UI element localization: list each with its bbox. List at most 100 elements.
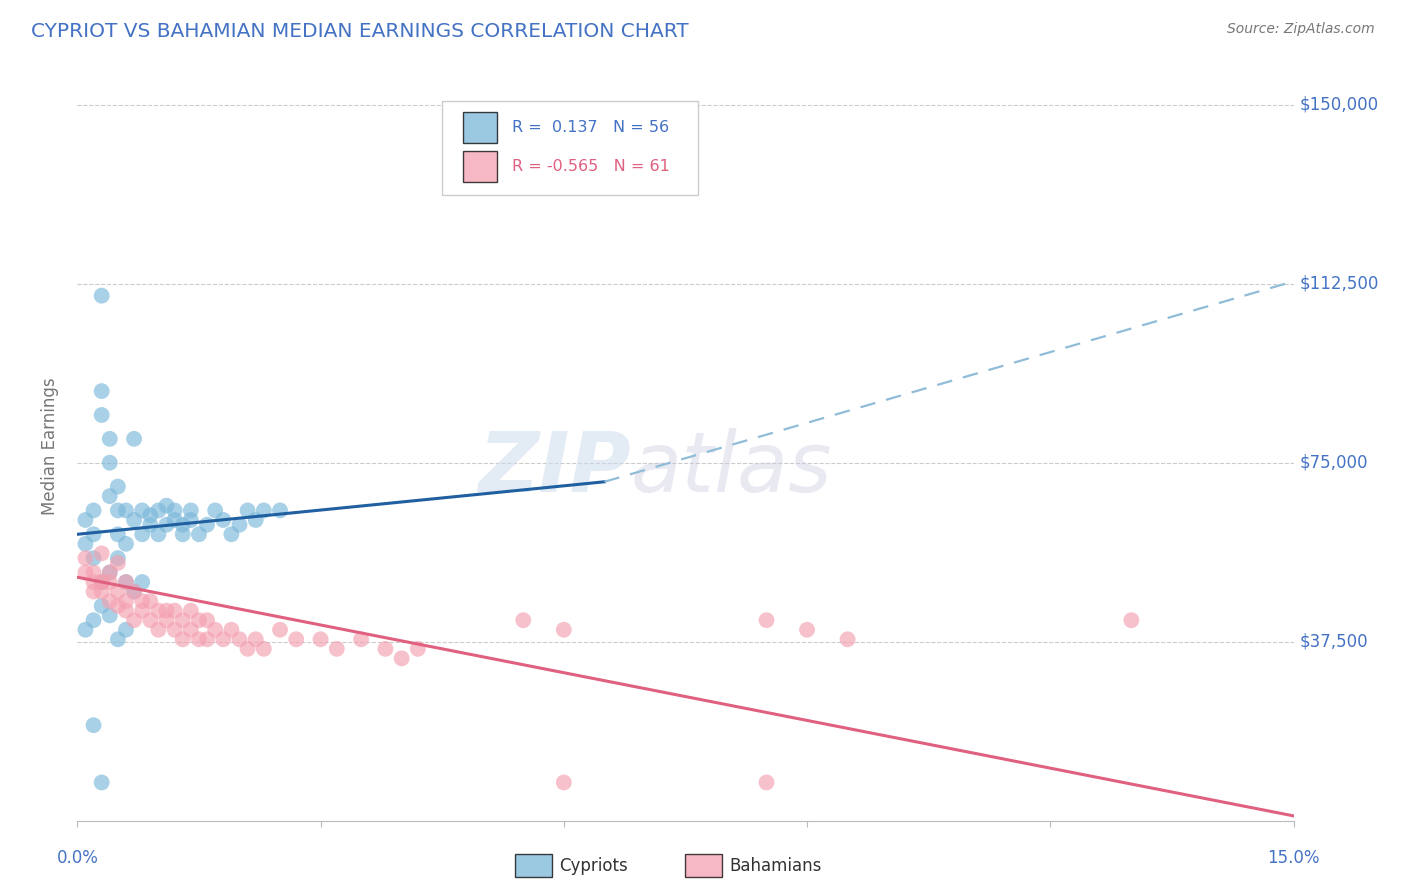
Text: $150,000: $150,000 <box>1299 95 1379 114</box>
Point <box>75 551 97 566</box>
Point <box>90 574 112 589</box>
Point <box>90 599 112 613</box>
FancyBboxPatch shape <box>686 855 721 877</box>
Point <box>107 599 129 613</box>
Point <box>90 574 112 589</box>
Point <box>107 503 129 517</box>
Point <box>221 527 243 541</box>
Point <box>253 503 276 517</box>
Point <box>75 537 97 551</box>
Text: R =  0.137   N = 56: R = 0.137 N = 56 <box>512 120 669 135</box>
Point <box>155 499 177 513</box>
Point <box>155 613 177 627</box>
Point <box>115 537 138 551</box>
Point <box>131 604 153 618</box>
FancyBboxPatch shape <box>463 112 496 144</box>
Point <box>98 608 121 623</box>
Point <box>115 604 138 618</box>
Point <box>98 574 121 589</box>
Point <box>139 594 162 608</box>
Point <box>98 489 121 503</box>
Point <box>83 613 105 627</box>
FancyBboxPatch shape <box>463 151 496 182</box>
Text: $75,000: $75,000 <box>1299 454 1368 472</box>
Point <box>228 632 250 647</box>
Point <box>83 551 105 566</box>
Point <box>269 623 291 637</box>
Point <box>155 604 177 618</box>
Point <box>107 551 129 566</box>
Point <box>98 566 121 580</box>
Point <box>188 613 211 627</box>
Point <box>326 641 349 656</box>
Point <box>75 623 97 637</box>
Point <box>148 604 170 618</box>
Point <box>180 623 202 637</box>
Point <box>553 775 575 789</box>
Point <box>98 594 121 608</box>
Point <box>122 584 145 599</box>
Point <box>253 641 276 656</box>
Point <box>122 584 145 599</box>
Point <box>172 613 194 627</box>
Point <box>148 623 170 637</box>
Point <box>107 479 129 493</box>
Text: atlas: atlas <box>631 428 832 509</box>
Point <box>155 517 177 532</box>
FancyBboxPatch shape <box>441 102 697 195</box>
Point <box>139 508 162 523</box>
Point <box>204 623 226 637</box>
Point <box>163 604 186 618</box>
Point <box>115 503 138 517</box>
Text: Cypriots: Cypriots <box>560 856 627 874</box>
Point <box>391 651 413 665</box>
Point <box>236 641 259 656</box>
Point <box>163 503 186 517</box>
Point <box>512 613 534 627</box>
Text: ZIP: ZIP <box>478 428 631 509</box>
Text: $112,500: $112,500 <box>1299 275 1379 293</box>
Point <box>285 632 308 647</box>
Text: 15.0%: 15.0% <box>1267 849 1320 867</box>
Point <box>90 584 112 599</box>
Point <box>98 566 121 580</box>
Point <box>172 517 194 532</box>
Point <box>107 527 129 541</box>
Point <box>115 594 138 608</box>
Point <box>245 632 267 647</box>
Point <box>148 503 170 517</box>
Point <box>163 623 186 637</box>
Point <box>148 527 170 541</box>
Point <box>107 632 129 647</box>
Point <box>83 718 105 732</box>
Point <box>107 556 129 570</box>
Y-axis label: Median Earnings: Median Earnings <box>41 377 59 515</box>
Point <box>131 594 153 608</box>
Point <box>180 513 202 527</box>
Point <box>1121 613 1143 627</box>
Point <box>139 517 162 532</box>
Point <box>115 574 138 589</box>
Point <box>122 613 145 627</box>
Text: Source: ZipAtlas.com: Source: ZipAtlas.com <box>1227 22 1375 37</box>
Point <box>90 288 112 302</box>
Point <box>90 546 112 560</box>
Point <box>245 513 267 527</box>
Point <box>83 503 105 517</box>
Point <box>83 584 105 599</box>
Point <box>172 527 194 541</box>
Point <box>90 384 112 398</box>
Point <box>269 503 291 517</box>
Point <box>212 632 235 647</box>
Point <box>195 613 218 627</box>
Point <box>83 527 105 541</box>
Point <box>188 632 211 647</box>
Point <box>90 408 112 422</box>
Point <box>122 513 145 527</box>
Point <box>131 503 153 517</box>
Point <box>350 632 373 647</box>
Point <box>236 503 259 517</box>
Point <box>163 513 186 527</box>
Point <box>212 513 235 527</box>
Point <box>221 623 243 637</box>
